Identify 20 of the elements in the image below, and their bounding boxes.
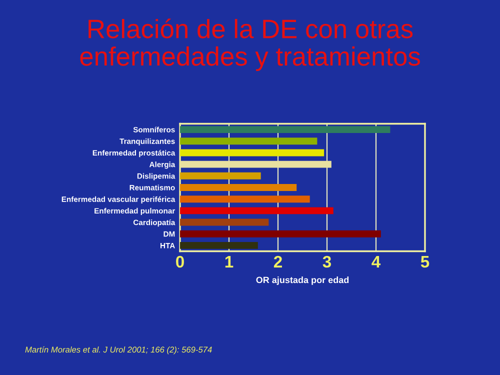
bar: [180, 149, 324, 156]
bar: [180, 230, 381, 238]
chart-title: Relación de la DE con otras enfermedades y tratamientos: [80, 18, 420, 72]
x-axis-title: OR ajustada por edad: [256, 276, 349, 285]
bar: [180, 196, 310, 203]
bar: [180, 207, 334, 214]
bar: [180, 242, 258, 249]
text: Martín Morales et al. J Urol 2001; 166 (2): 569-574: [25, 346, 212, 354]
bar: [180, 172, 261, 180]
x-tick-label: 3: [322, 256, 332, 268]
x-tick-label: 1: [225, 256, 234, 268]
bar: [180, 160, 332, 168]
x-tick-label: 5: [420, 256, 430, 268]
bar: [180, 184, 297, 191]
bar: [180, 138, 318, 145]
x-tick-label: 4: [372, 256, 381, 268]
bar: [180, 218, 269, 226]
x-tick-label: 0: [176, 256, 184, 268]
bar: [180, 126, 390, 134]
x-tick-label: 2: [274, 256, 282, 268]
